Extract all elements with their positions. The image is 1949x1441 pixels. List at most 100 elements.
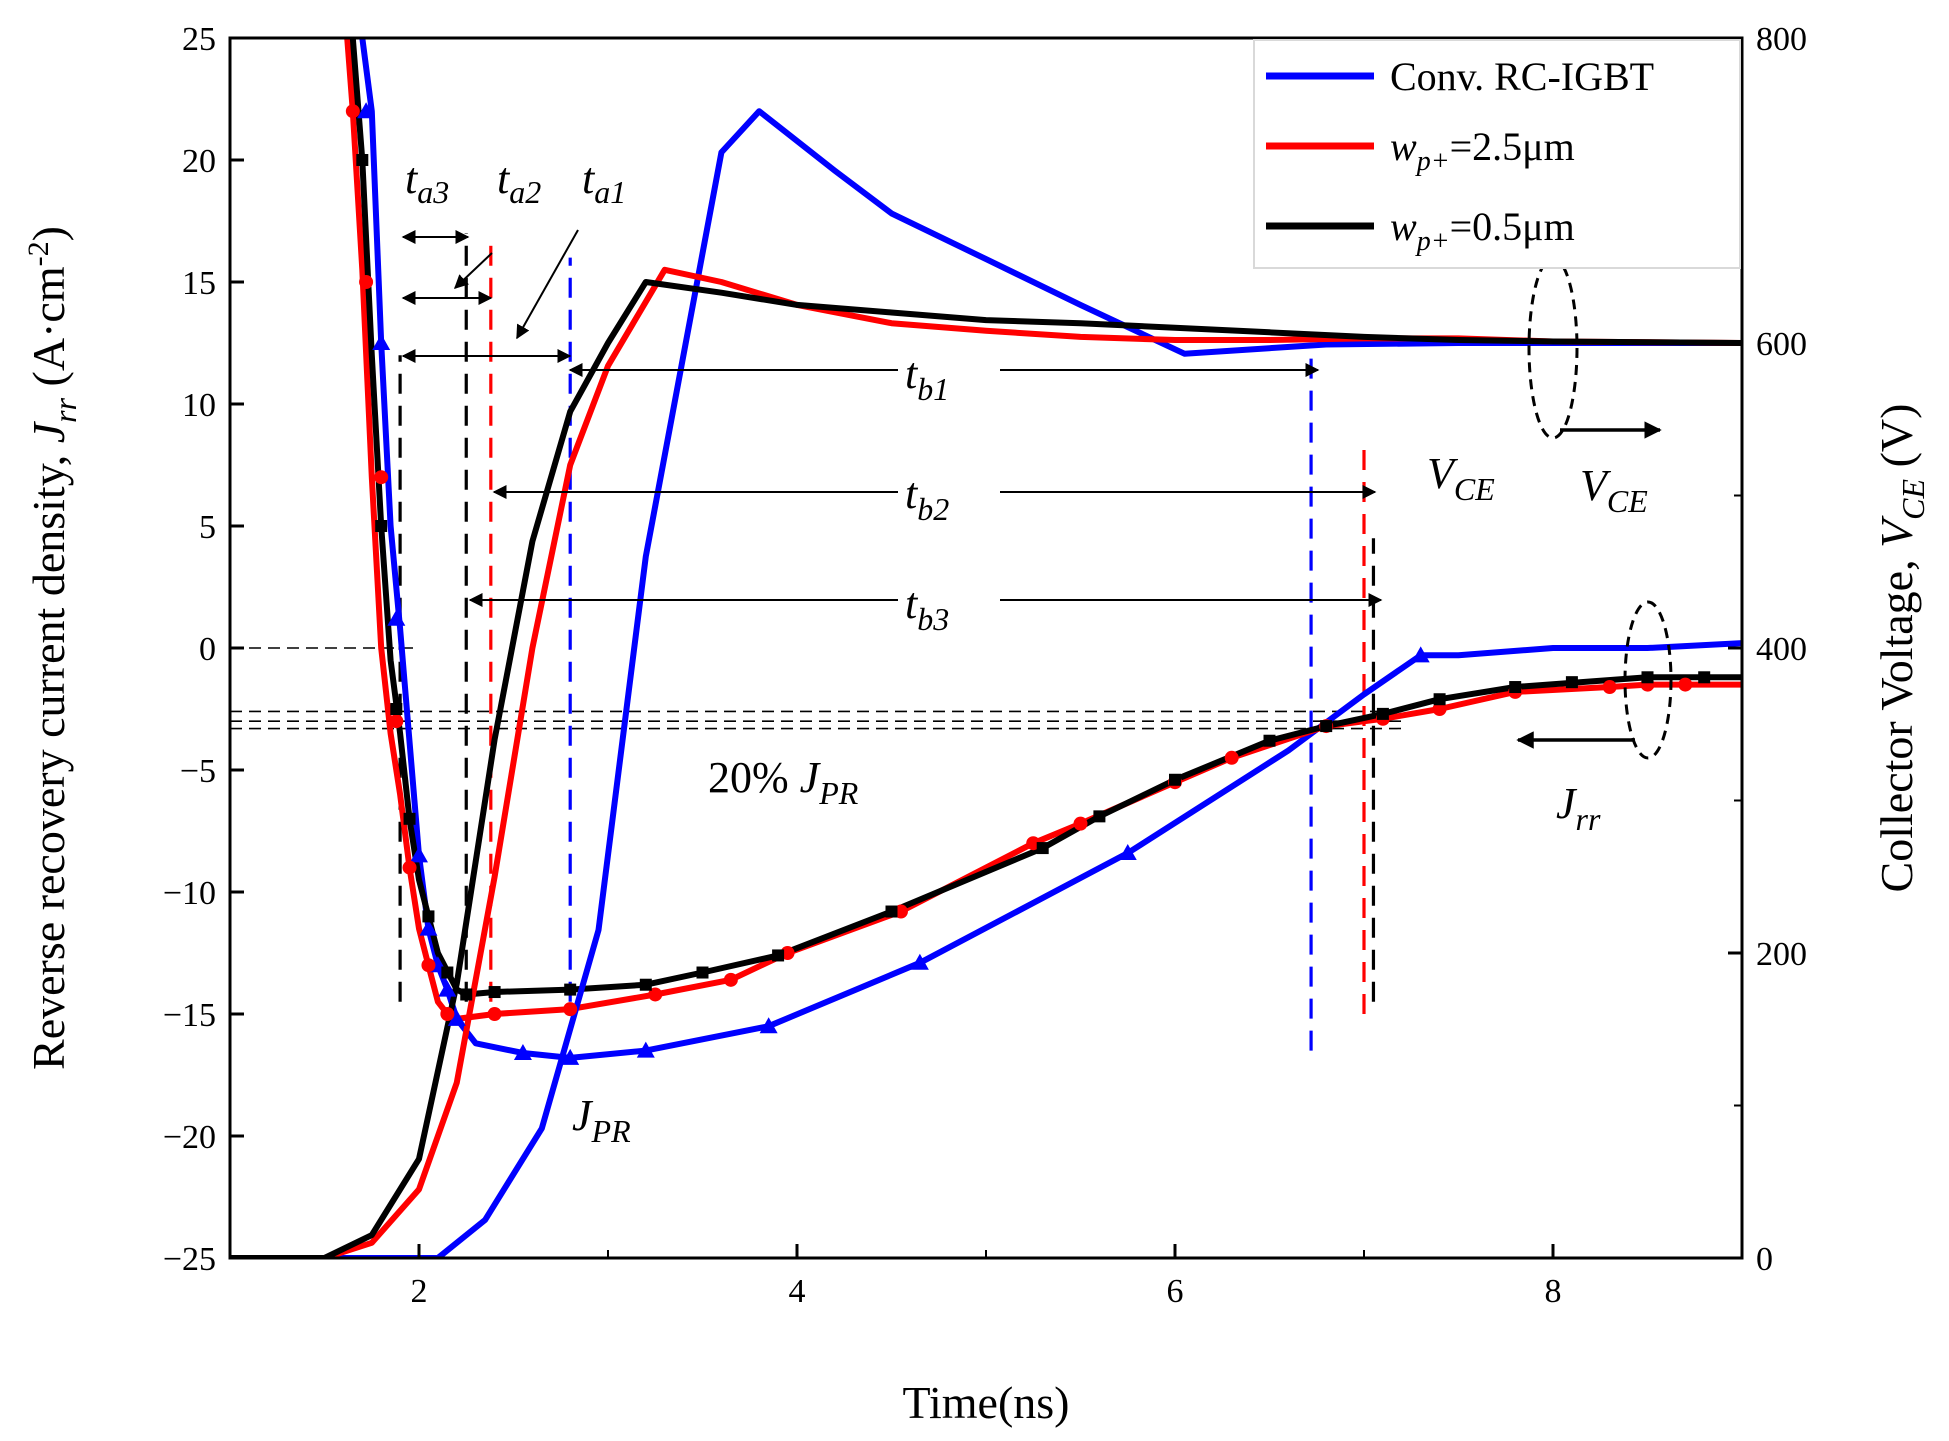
- y-left-tick-label-2: −15: [163, 997, 216, 1034]
- interval-arrows: [401, 229, 1383, 607]
- series-1-point-14: [1073, 816, 1088, 831]
- series-0-point-12: [910, 953, 929, 970]
- x-tick-label-4: 4: [789, 1273, 806, 1310]
- tb1-label: tb1: [905, 349, 949, 407]
- series-0-point-0: [357, 102, 376, 119]
- y-left-tick-label-9: 20: [182, 143, 216, 180]
- series-2-point-17: [1320, 720, 1333, 733]
- y-right-tick-label-4: 800: [1756, 21, 1807, 58]
- series-2-point-16: [1263, 734, 1276, 747]
- y-left-tick-label-3: −10: [163, 875, 216, 912]
- series-2-point-10: [696, 966, 709, 979]
- y-left-tick-label-8: 15: [182, 265, 216, 302]
- series-1-point-5: [421, 958, 436, 973]
- series-2-point-13: [1036, 842, 1049, 855]
- series-2-point-2: [390, 703, 403, 715]
- series-2-point-6: [460, 988, 473, 1001]
- series-0-point-14: [1411, 646, 1430, 663]
- vce-arrow-label: VCE: [1580, 461, 1648, 519]
- series-1-point-9: [648, 987, 663, 1002]
- series-1-point-16: [1224, 750, 1239, 765]
- series-1-point-1: [359, 275, 374, 289]
- series-1-point-19: [1432, 702, 1447, 716]
- series-line-3: [230, 108, 1742, 1258]
- series-2-point-18: [1376, 707, 1389, 720]
- series-0-point-13: [1118, 843, 1137, 860]
- series-0-point-1: [372, 334, 391, 350]
- ta3-label: ta3: [405, 154, 449, 210]
- series-2-point-19: [1433, 693, 1446, 706]
- pct-20-label: 20% JPR: [708, 753, 859, 811]
- annotations: ta3 ta2 ta1 tb1 tb2 tb3 VCE VCE Jrr JPR …: [405, 154, 1648, 1149]
- series-2-point-8: [564, 983, 577, 996]
- y-left-tick-label-5: 0: [199, 631, 216, 668]
- series-0-point-8: [513, 1044, 532, 1061]
- series-1-point-4: [402, 860, 417, 875]
- series-2-point-3: [403, 812, 416, 825]
- y-left-tick-label-6: 5: [199, 509, 216, 546]
- series-1-point-6: [440, 1007, 455, 1021]
- ta1-pointer: [516, 229, 579, 340]
- series-0-point-3: [410, 846, 428, 863]
- series-2-point-23: [1698, 671, 1711, 684]
- series-1-point-8: [563, 1002, 578, 1017]
- series-1-point-0: [345, 104, 360, 119]
- series-line-1: [344, 38, 1742, 1022]
- series-1-point-2: [374, 470, 389, 485]
- series-0-point-7: [447, 1009, 466, 1026]
- series-0-point-2: [387, 609, 406, 626]
- tb3-label: tb3: [905, 579, 949, 637]
- series-1-point-3: [389, 714, 404, 729]
- series-line-4: [230, 266, 1742, 1258]
- ta2-pointer: [453, 252, 493, 289]
- series-2-point-7: [488, 986, 501, 999]
- y-left-axis-title: Reverse recovery current density, Jrr (A…: [22, 226, 83, 1070]
- y-right-tick-label-0: 0: [1756, 1241, 1773, 1278]
- ta2-label: ta2: [497, 154, 541, 210]
- legend-label-25: wp+=2.5μm: [1390, 124, 1575, 177]
- legend-label-conv: Conv. RC-IGBT: [1390, 54, 1654, 99]
- series-0-point-4: [419, 919, 438, 936]
- y-left-tick-label-7: 10: [182, 387, 216, 424]
- x-axis-title: Time(ns): [903, 1377, 1070, 1428]
- series-0-point-10: [636, 1041, 655, 1058]
- series-0-point-9: [561, 1048, 580, 1065]
- series-line-0: [359, 38, 1742, 1061]
- series-2-point-1: [375, 520, 388, 532]
- y-right-tick-label-1: 200: [1756, 936, 1807, 973]
- y-left-tick-label-1: −20: [163, 1119, 216, 1156]
- y-right-tick-label-2: 400: [1756, 631, 1807, 668]
- tick-layer: 2 4 6 8 −25 −20 −15 −10 −5 0 5 10 15 20 25 0 200 400 600 80…: [163, 21, 1807, 1310]
- tb2-label: tb2: [905, 469, 949, 527]
- series-0-point-11: [759, 1017, 778, 1034]
- x-tick-label-2: 2: [411, 1273, 428, 1310]
- series-2-point-20: [1509, 681, 1522, 694]
- series-2-point-4: [422, 910, 435, 923]
- series-2-point-14: [1093, 810, 1106, 823]
- y-right-tick-label-3: 600: [1756, 326, 1807, 363]
- series-1-point-23: [1678, 677, 1693, 692]
- series-2-point-11: [772, 949, 785, 962]
- legend: Conv. RC-IGBT wp+=2.5μm wp+=0.5μm: [1253, 39, 1741, 269]
- series-2-point-12: [885, 905, 898, 918]
- series-1-point-10: [723, 972, 738, 987]
- ta1-label: ta1: [582, 154, 626, 210]
- legend-label-05: wp+=0.5μm: [1390, 204, 1575, 257]
- jpr-label: JPR: [572, 1091, 631, 1149]
- x-tick-label-8: 8: [1545, 1273, 1562, 1310]
- series-2-point-22: [1641, 671, 1654, 684]
- series-2-point-9: [639, 978, 652, 991]
- series-2-point-15: [1169, 773, 1181, 786]
- jrr-arrow-label: Jrr: [1556, 779, 1601, 837]
- series-line-5: [230, 279, 1742, 1258]
- y-left-tick-label-10: 25: [182, 21, 216, 58]
- jrr-ellipse: [1623, 600, 1673, 760]
- vce-ellipse: [1527, 256, 1579, 440]
- y-left-tick-label-4: −5: [180, 753, 216, 790]
- series-2-point-0: [356, 154, 369, 166]
- x-tick-label-6: 6: [1167, 1273, 1184, 1310]
- series-1-point-21: [1602, 680, 1617, 695]
- y-right-axis-title: Collector Voltage, VCE (V): [1871, 404, 1931, 893]
- series-0-point-6: [438, 980, 457, 997]
